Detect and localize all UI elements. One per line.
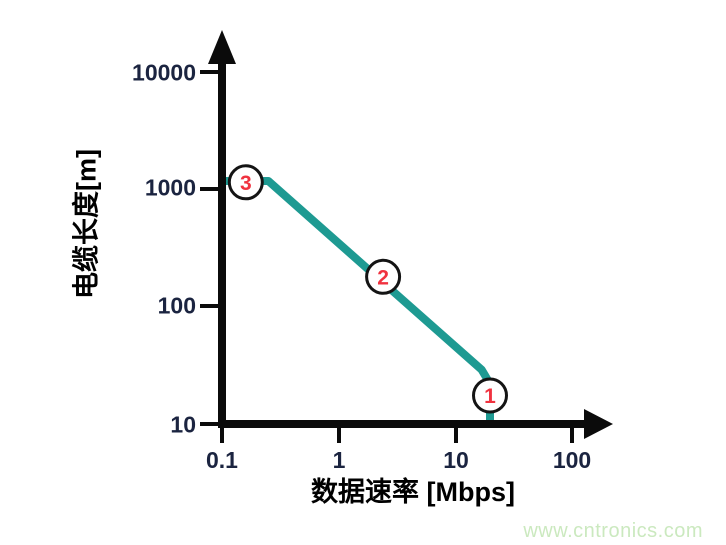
marker-circle-1	[472, 377, 508, 414]
y-tick-label-100: 100	[158, 292, 196, 318]
x-tick-label-1: 1	[333, 447, 346, 473]
marker-number-2: 2	[377, 266, 389, 289]
marker-circle-3	[227, 164, 264, 201]
data-curve-cable-length-vs-data-rate	[222, 177, 494, 424]
y-tick-label-10: 10	[170, 411, 196, 437]
y-tick-label-10000: 10000	[132, 59, 196, 85]
marker-number-1: 1	[484, 385, 496, 408]
x-tick-label-0.1: 0.1	[206, 447, 238, 473]
y-axis-arrow-icon	[208, 30, 236, 64]
x-tick-label-10: 10	[443, 447, 469, 473]
y-axis-title: 电缆长度[m]	[70, 149, 101, 299]
y-tick-label-1000: 1000	[145, 174, 196, 200]
y-axis-ticks	[200, 70, 219, 426]
x-tick-label-100: 100	[553, 447, 591, 473]
marker-circle-2	[365, 258, 402, 295]
marker-number-3: 3	[240, 172, 252, 195]
watermark-text: www.cntronics.com	[522, 520, 703, 542]
curve-layer: 1 2 3	[222, 164, 508, 424]
x-axis-ticks	[220, 427, 574, 443]
x-axis-title: 数据速率 [Mbps]	[311, 476, 515, 507]
x-axis-arrow-icon	[584, 409, 613, 439]
